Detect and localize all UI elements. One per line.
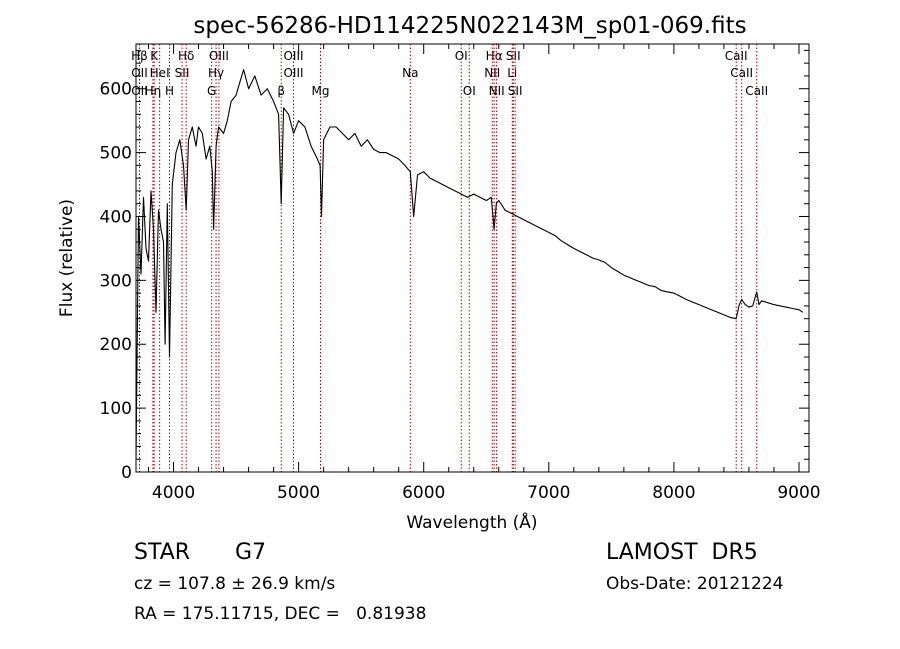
line-marker-label: Li	[507, 66, 517, 80]
line-marker-label: SII	[506, 49, 521, 63]
line-marker-label: SII	[508, 84, 523, 98]
line-marker-label: CaII	[725, 49, 748, 63]
y-axis-label: Flux (relative)	[57, 199, 77, 317]
y-axis: 0 100 200 300 400 500 600	[100, 49, 809, 483]
x-tick-label: 8000	[652, 483, 695, 503]
line-marker-label: OII	[131, 66, 148, 80]
line-marker-label: OI	[455, 49, 468, 63]
line-marker-label: OII	[131, 84, 148, 98]
x-tick-label: 9000	[777, 483, 820, 503]
x-tick-label: 7000	[527, 483, 570, 503]
line-marker-label: Hβ	[131, 49, 148, 63]
line-marker-label: OIII	[283, 49, 303, 63]
line-marker-label: Hη	[145, 84, 162, 98]
line-marker-label: Na	[402, 66, 418, 80]
line-marker-label: OIII	[209, 49, 229, 63]
line-marker-label: CaII	[730, 66, 753, 80]
x-tick-label: 5000	[277, 483, 320, 503]
line-marker-label: Hδ	[178, 49, 194, 63]
y-tick-label: 300	[100, 271, 132, 291]
subclass: G7	[235, 540, 267, 565]
line-marker-label: NII	[489, 84, 505, 98]
y-tick-label: 100	[100, 399, 132, 419]
y-tick-label: 400	[100, 207, 132, 227]
x-axis: 4000 5000 6000 7000 8000 9000	[148, 44, 821, 503]
x-tick-label: 4000	[152, 483, 195, 503]
line-marker-label: H	[165, 84, 174, 98]
line-marker-label: Mg	[312, 84, 330, 98]
survey-release: LAMOST DR5	[606, 540, 758, 565]
line-marker-label: Hα	[486, 49, 503, 63]
line-marker-label: HeI	[150, 66, 170, 80]
spectrum-line	[135, 69, 804, 460]
x-tick-label: 6000	[402, 483, 445, 503]
observation-date: Obs-Date: 20121224	[606, 574, 784, 594]
plot-frame	[135, 43, 810, 473]
y-tick-label: 500	[100, 144, 132, 164]
chart-title: spec-56286-HD114225N022143M_sp01-069.fit…	[193, 13, 746, 39]
line-marker-label: β	[277, 84, 285, 98]
line-marker-label: G	[207, 84, 216, 98]
y-tick-label: 600	[100, 80, 132, 100]
y-tick-label: 0	[121, 463, 132, 483]
line-marker-label: SII	[175, 66, 190, 80]
coordinates: RA = 175.11715, DEC = 0.81938	[134, 604, 427, 624]
line-marker-label: Hγ	[208, 66, 224, 80]
redshift-cz: cz = 107.8 ± 26.9 km/s	[134, 574, 336, 594]
line-marker-label: OIII	[283, 66, 303, 80]
series-layer	[135, 69, 804, 460]
line-marker-label: OI	[463, 84, 476, 98]
x-axis-label: Wavelength (Å)	[406, 511, 537, 533]
line-marker-label: NII	[484, 66, 500, 80]
line-marker-label: K	[150, 49, 159, 63]
y-tick-label: 200	[100, 335, 132, 355]
object-type: STAR	[134, 540, 191, 565]
line-marker-label: CaII	[745, 84, 768, 98]
